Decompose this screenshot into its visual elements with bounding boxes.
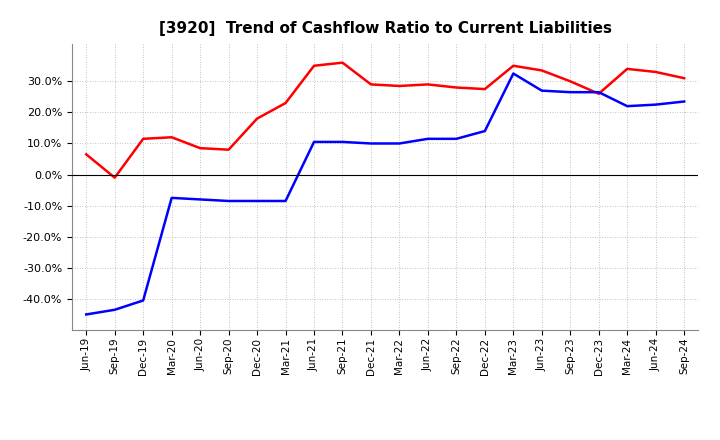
Free CF to Current Liabilities xyxy=(480,128,489,134)
Operating CF to Current Liabilities xyxy=(282,100,290,106)
Free CF to Current Liabilities xyxy=(509,71,518,76)
Operating CF to Current Liabilities xyxy=(310,63,318,68)
Free CF to Current Liabilities xyxy=(196,197,204,202)
Free CF to Current Liabilities xyxy=(395,141,404,146)
Title: [3920]  Trend of Cashflow Ratio to Current Liabilities: [3920] Trend of Cashflow Ratio to Curren… xyxy=(158,21,612,36)
Operating CF to Current Liabilities xyxy=(82,152,91,157)
Free CF to Current Liabilities xyxy=(225,198,233,204)
Free CF to Current Liabilities xyxy=(452,136,461,141)
Free CF to Current Liabilities xyxy=(82,312,91,317)
Operating CF to Current Liabilities xyxy=(652,70,660,75)
Free CF to Current Liabilities xyxy=(338,139,347,145)
Operating CF to Current Liabilities xyxy=(537,68,546,73)
Free CF to Current Liabilities xyxy=(680,99,688,104)
Free CF to Current Liabilities xyxy=(623,103,631,109)
Operating CF to Current Liabilities xyxy=(139,136,148,141)
Operating CF to Current Liabilities xyxy=(395,83,404,88)
Free CF to Current Liabilities xyxy=(167,195,176,201)
Free CF to Current Liabilities xyxy=(595,90,603,95)
Operating CF to Current Liabilities xyxy=(509,63,518,68)
Operating CF to Current Liabilities xyxy=(680,76,688,81)
Free CF to Current Liabilities xyxy=(566,90,575,95)
Free CF to Current Liabilities xyxy=(282,198,290,204)
Operating CF to Current Liabilities xyxy=(110,175,119,180)
Operating CF to Current Liabilities xyxy=(566,79,575,84)
Operating CF to Current Liabilities xyxy=(253,116,261,121)
Free CF to Current Liabilities xyxy=(253,198,261,204)
Operating CF to Current Liabilities xyxy=(196,146,204,151)
Operating CF to Current Liabilities xyxy=(595,91,603,96)
Operating CF to Current Liabilities xyxy=(423,82,432,87)
Operating CF to Current Liabilities xyxy=(452,85,461,90)
Operating CF to Current Liabilities xyxy=(225,147,233,152)
Line: Operating CF to Current Liabilities: Operating CF to Current Liabilities xyxy=(86,62,684,178)
Free CF to Current Liabilities xyxy=(366,141,375,146)
Free CF to Current Liabilities xyxy=(537,88,546,93)
Operating CF to Current Liabilities xyxy=(167,135,176,140)
Free CF to Current Liabilities xyxy=(139,298,148,303)
Free CF to Current Liabilities xyxy=(652,102,660,107)
Operating CF to Current Liabilities xyxy=(338,60,347,65)
Free CF to Current Liabilities xyxy=(423,136,432,141)
Free CF to Current Liabilities xyxy=(110,307,119,312)
Operating CF to Current Liabilities xyxy=(480,86,489,92)
Line: Free CF to Current Liabilities: Free CF to Current Liabilities xyxy=(86,73,684,315)
Operating CF to Current Liabilities xyxy=(366,82,375,87)
Operating CF to Current Liabilities xyxy=(623,66,631,72)
Free CF to Current Liabilities xyxy=(310,139,318,145)
